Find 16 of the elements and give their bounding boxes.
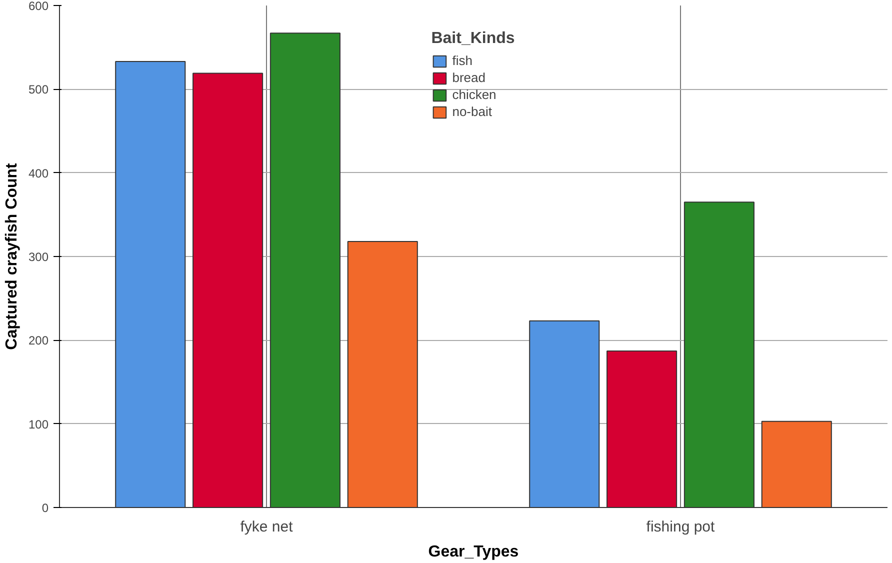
y-tick-label: 200 [28,334,49,348]
x-tick-label: fyke net [240,518,294,536]
legend-label: chicken [452,87,496,102]
y-tick-label: 400 [28,166,49,180]
y-tick-label: 0 [42,501,49,515]
legend-label: fish [452,53,472,68]
legend-label: bread [452,70,486,85]
y-tick-label: 600 [28,0,49,13]
y-axis-title: Captured crayfish Count [3,162,20,350]
y-tick-label: 500 [28,82,49,97]
y-tick-label: 300 [28,250,49,264]
legend-label: no-bait [452,104,492,119]
x-axis-title: Gear_Types [428,544,519,560]
y-tick-label: 100 [28,417,49,432]
legend-title: Bait_Kinds [431,30,515,48]
x-tick-label: fishing pot [646,518,716,536]
